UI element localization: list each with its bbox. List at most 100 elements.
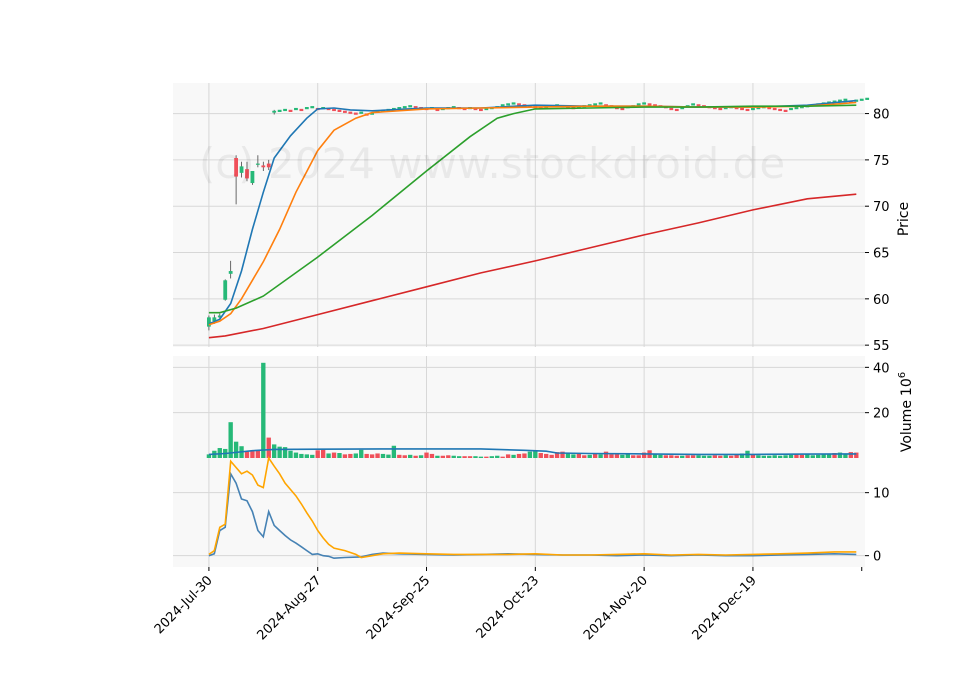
candle-body [408,105,413,108]
volume-bar [440,455,446,458]
candle-body [691,103,695,106]
volume-bar [739,453,745,458]
candle-body [598,102,603,105]
volume-bar [685,455,690,458]
candle-body [234,158,239,177]
candle-body [723,107,728,110]
volume-bar [620,454,625,458]
volume-bar [233,441,239,458]
volume-bar [391,445,397,458]
volume-bar [304,454,310,458]
price-axis-label: Price [896,202,912,236]
candle-body [778,108,783,112]
candle-body [304,107,309,110]
volume-bar [369,454,375,458]
candle-body [832,100,837,103]
volume-bar [734,454,739,458]
candle-body [865,97,870,100]
watermark: (c) 2024 www.stockdroid.de [199,139,785,188]
candle-body [255,163,260,165]
price-ytick-label: 65 [873,247,890,262]
volume-bar [277,446,282,458]
candle-body [207,317,211,327]
candle-body [636,103,641,106]
candle-body [245,169,249,179]
candle-body [674,108,679,112]
candle-body [718,107,723,111]
volume-bar [462,456,467,458]
candle-body [217,315,222,318]
candle-body [484,107,489,111]
candle-body [511,102,516,105]
volume-bar [467,456,473,458]
oscillator-line [208,471,857,560]
candle-body [223,280,228,300]
volume-bar [386,454,391,458]
candle-body [517,103,521,106]
volume-bar [750,454,756,458]
volume-bar [723,455,728,458]
candle-body [799,106,804,109]
oscillator-line [208,455,857,559]
volume-bar [848,452,854,458]
volume-bar [783,455,788,458]
candle-body [283,108,287,112]
volume-bar [554,452,560,458]
candle-body [669,107,674,111]
volume-bar [614,454,620,458]
candle-body [228,271,233,274]
volume-average-line [208,448,857,456]
candle-body [250,171,255,184]
volume-bar [505,454,511,458]
candle-body [272,110,277,113]
volume-bar [255,450,261,458]
volume-bar [402,455,407,458]
volume-bar [712,455,718,458]
volume-bar [854,452,859,458]
volume-bar [707,455,712,458]
volume-bar [418,455,424,458]
moving-average-line [208,193,857,339]
candle-body [277,109,282,112]
price-ytick-label: 80 [873,108,890,123]
candle-body [479,108,483,112]
volume-bar [832,453,837,458]
volume-bar [250,451,255,458]
x-tick-label: 2024-Dec-19 [690,573,760,643]
volume-bar [794,453,799,458]
volume-bar [359,449,364,458]
volume-axis-label-exponent: 6 [897,372,908,378]
oscillator-panel: 0 10 [173,455,890,567]
volume-bar [816,454,821,458]
candle-body [261,165,266,168]
candle-body [587,104,592,107]
volume-bar [576,453,582,458]
volume-bar [315,450,320,458]
volume-bar [326,453,331,458]
volume-bar [484,456,489,458]
price-panel: 55 60 65 70 75 80 [173,83,890,354]
volume-bar [826,453,832,458]
volume-bar [609,454,614,458]
volume-bar [489,456,494,458]
volume-bar [603,451,609,458]
candle-body [751,107,755,111]
volume-bar [446,455,451,458]
candle-body [500,104,505,107]
candle-body [843,98,848,101]
candle-body [745,108,750,112]
candle-body [359,111,364,114]
volume-bar [473,456,478,458]
volume-bar [429,453,435,458]
volume-bar [544,453,549,458]
volume-bar [799,454,805,458]
candle-body [288,109,293,112]
volume-bar [424,452,429,458]
candle-body [435,108,440,112]
candle-body [299,108,304,112]
volume-bar [772,455,777,458]
volume-bar [413,455,418,458]
x-tick-label: 2024-Jul-30 [152,573,216,637]
candle-body [647,103,652,106]
